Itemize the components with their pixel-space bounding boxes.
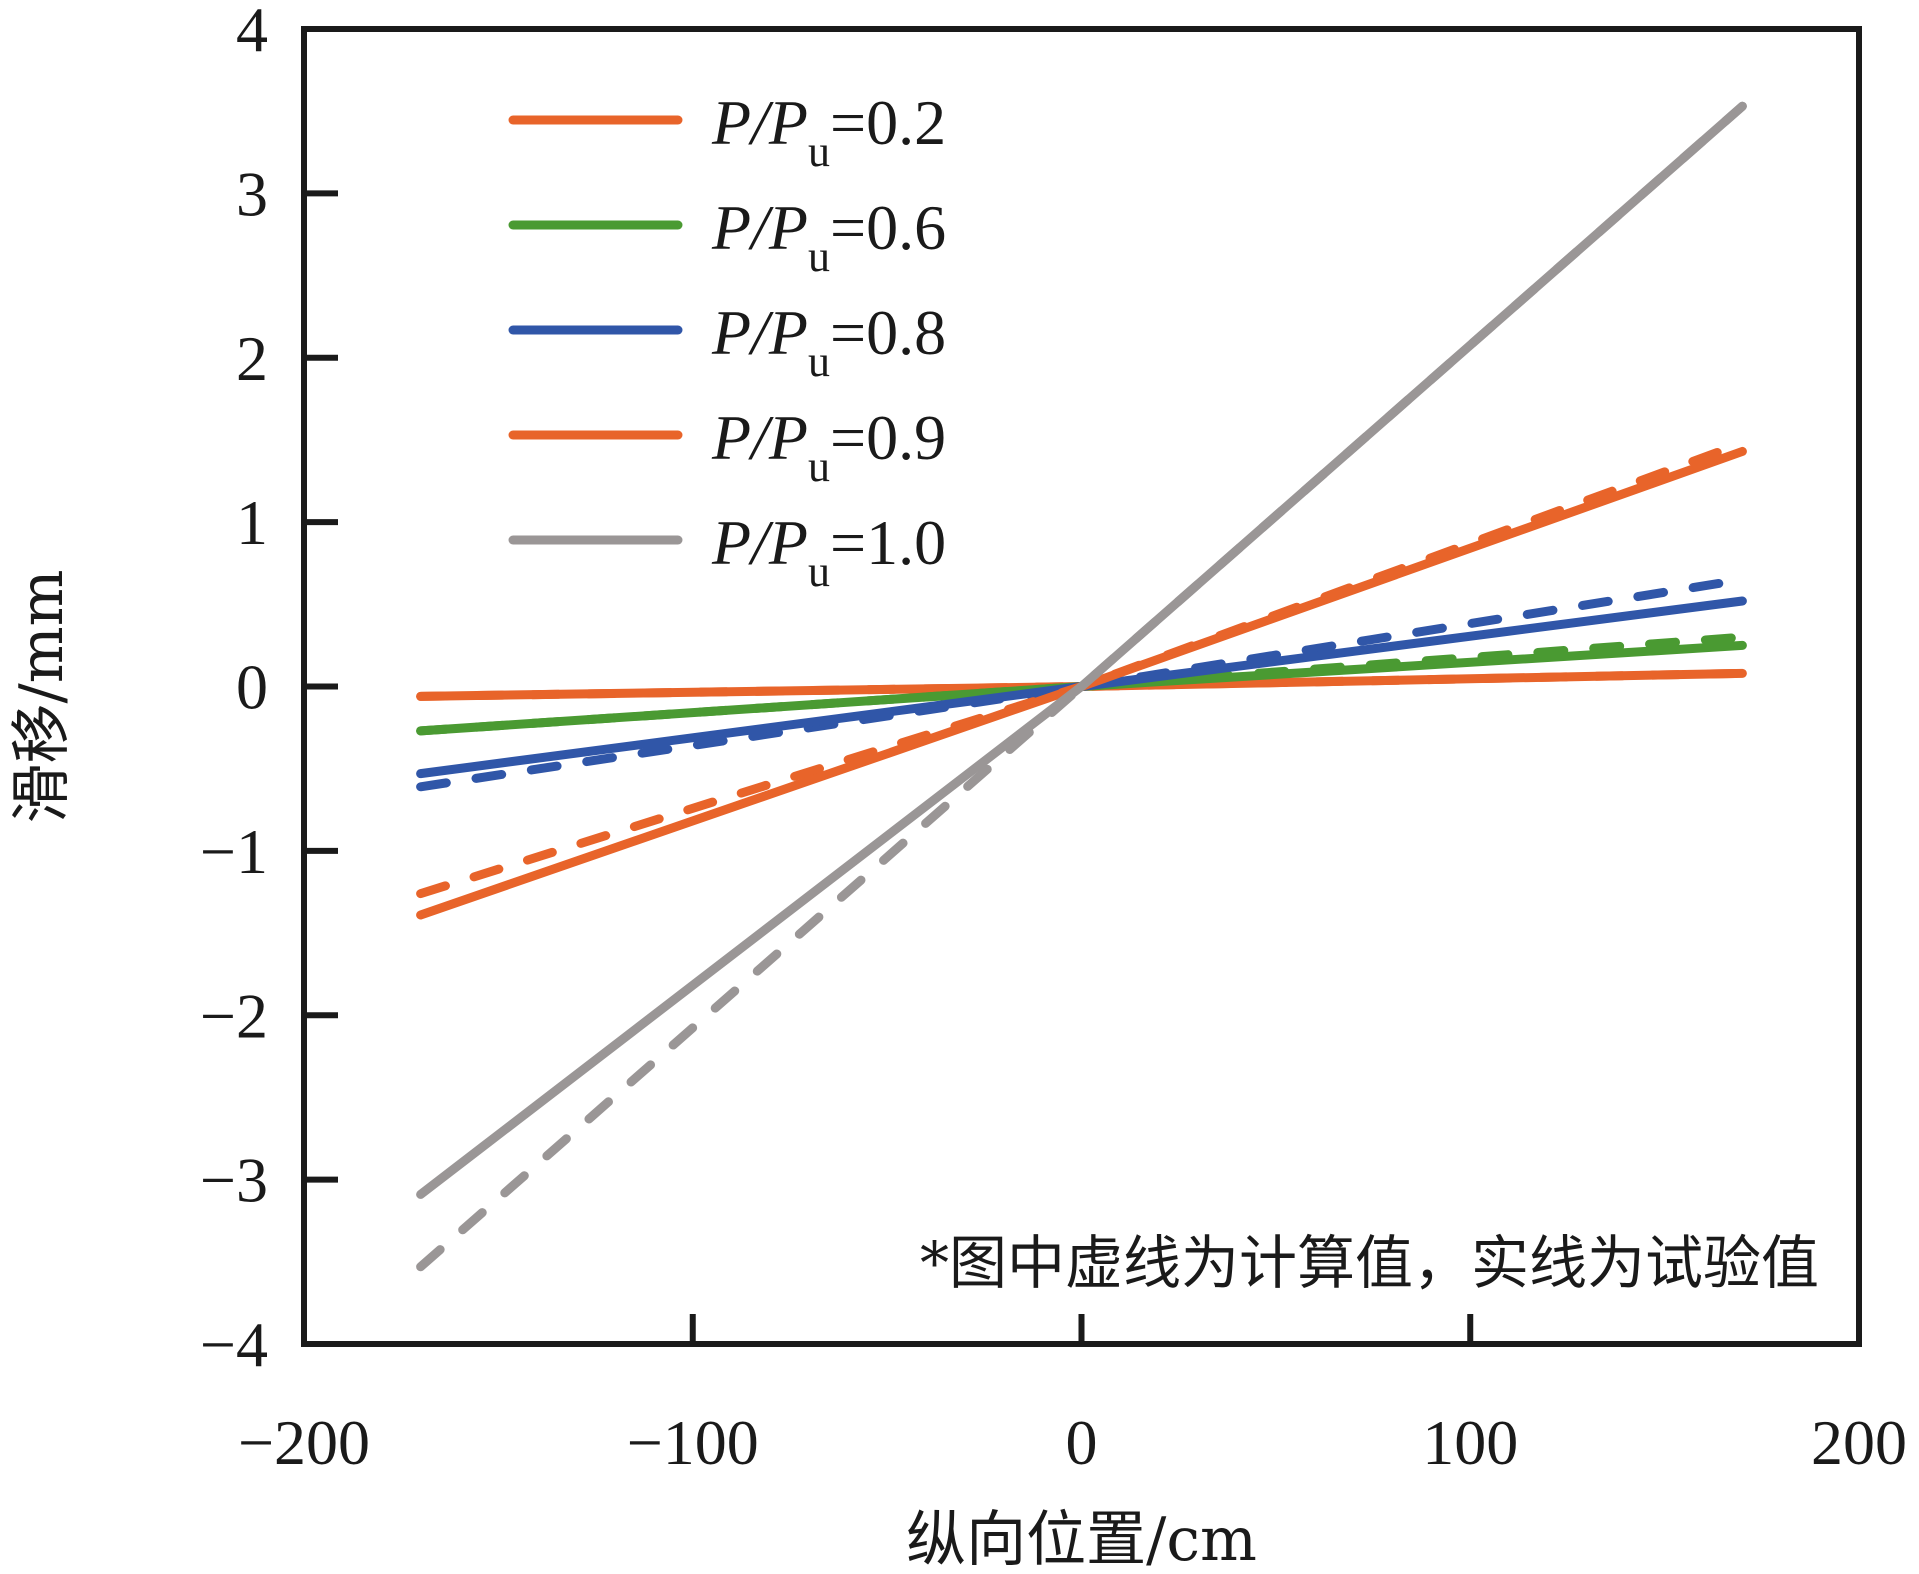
x-tick-label: −200 [238, 1407, 370, 1478]
legend-item: P/Pu=1.0 [508, 507, 946, 596]
x-tick-labels: −200 −100 0 100 200 [238, 1407, 1907, 1478]
x-tick-label: 200 [1811, 1407, 1907, 1478]
x-tick-label: 0 [1066, 1407, 1098, 1478]
legend-label: P/Pu=0.9 [711, 402, 946, 491]
y-tick-label: 3 [236, 158, 268, 229]
series-layer [416, 101, 1747, 1272]
y-tick-label: −1 [200, 816, 268, 887]
y-tick-label: 1 [236, 487, 268, 558]
legend: P/Pu=0.2 P/Pu=0.6 P/Pu=0.8 P/Pu=0.9 P/Pu=1.0 [508, 87, 946, 596]
y-tick-label: 0 [236, 652, 268, 723]
calculated-line [416, 438, 1747, 899]
y-tick-label: −4 [200, 1309, 268, 1380]
legend-label: P/Pu=0.8 [711, 297, 946, 386]
series-p-pu-1-0 [416, 101, 1747, 1272]
test-line [416, 101, 1747, 1199]
y-tick-label: −3 [200, 1145, 268, 1216]
y-axis-title: 滑移/mm [7, 569, 77, 823]
legend-item: P/Pu=0.6 [508, 192, 946, 281]
y-tick-label: 4 [236, 0, 268, 65]
y-tick-label: 2 [236, 323, 268, 394]
y-tick-label: −2 [200, 980, 268, 1051]
plot-area [301, 26, 1862, 1347]
legend-label: P/Pu=1.0 [711, 507, 946, 596]
ticks-layer [304, 190, 1474, 1344]
y-tick-labels: 4 3 2 1 0 −1 −2 −3 −4 [200, 0, 268, 1380]
annotation-note: *图中虚线为计算值，实线为试验值 [920, 1229, 1819, 1297]
x-tick-label: 100 [1422, 1407, 1518, 1478]
legend-item: P/Pu=0.9 [508, 402, 946, 491]
legend-label: P/Pu=0.6 [711, 192, 946, 281]
legend-label: P/Pu=0.2 [711, 87, 946, 176]
legend-item: P/Pu=0.8 [508, 297, 946, 386]
x-tick-label: −100 [627, 1407, 759, 1478]
legend-item: P/Pu=0.2 [508, 87, 946, 176]
x-axis-title: 纵向位置/cm [906, 1505, 1257, 1574]
